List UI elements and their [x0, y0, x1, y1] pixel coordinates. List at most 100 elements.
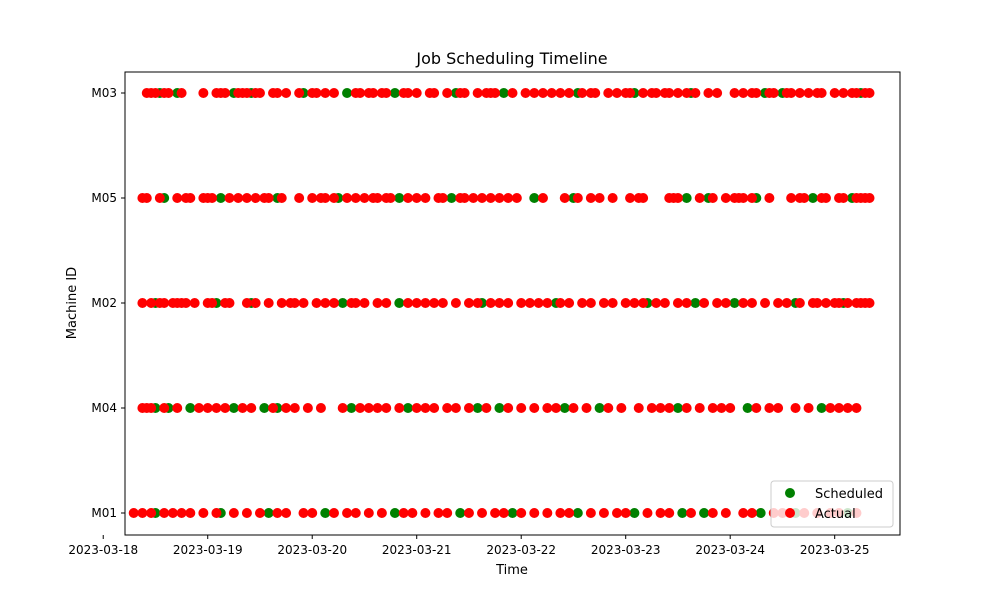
actual-point	[542, 403, 553, 413]
scheduled-point	[389, 88, 400, 98]
scheduled-point	[472, 403, 483, 413]
actual-point	[768, 88, 779, 98]
actual-point	[503, 193, 514, 203]
actual-point	[263, 193, 274, 203]
actual-point	[838, 88, 849, 98]
actual-point	[372, 403, 383, 413]
scheduled-point	[572, 508, 583, 518]
actual-point	[773, 298, 784, 308]
actual-point	[551, 403, 562, 413]
actual-point	[503, 403, 514, 413]
actual-point	[864, 193, 875, 203]
scheduled-point	[681, 193, 692, 203]
actual-point	[585, 298, 596, 308]
y-tick-label: M03	[91, 86, 117, 100]
actual-point	[350, 508, 361, 518]
actual-point	[603, 88, 614, 98]
actual-point	[672, 193, 683, 203]
actual-point	[272, 88, 283, 98]
actual-point	[720, 298, 731, 308]
actual-point	[646, 403, 657, 413]
y-tick-label: M04	[91, 401, 117, 415]
actual-point	[477, 508, 488, 518]
actual-point	[398, 508, 409, 518]
actual-point	[485, 298, 496, 308]
actual-point	[320, 298, 331, 308]
actual-point	[189, 298, 200, 308]
plot-area	[128, 88, 875, 518]
actual-point	[851, 403, 862, 413]
actual-point	[699, 298, 710, 308]
actual-point	[311, 88, 322, 98]
actual-point	[720, 508, 731, 518]
scheduled-point	[320, 508, 331, 518]
scheduled-point	[446, 193, 457, 203]
actual-point	[477, 193, 488, 203]
actual-point	[276, 298, 287, 308]
actual-point	[520, 88, 531, 98]
actual-point	[681, 298, 692, 308]
x-tick-label: 2023-03-19	[173, 543, 243, 557]
actual-point	[394, 403, 405, 413]
actual-point	[437, 193, 448, 203]
actual-point	[620, 508, 631, 518]
actual-point	[638, 298, 649, 308]
actual-point	[738, 193, 749, 203]
actual-point	[537, 88, 548, 98]
actual-point	[664, 403, 675, 413]
actual-point	[751, 403, 762, 413]
actual-point	[494, 193, 505, 203]
actual-point	[241, 88, 252, 98]
actual-point	[542, 298, 553, 308]
legend-label-actual: Actual	[815, 507, 856, 522]
actual-point	[137, 298, 148, 308]
actual-point	[625, 193, 636, 203]
actual-point	[250, 298, 261, 308]
actual-point	[651, 88, 662, 98]
actual-point	[598, 298, 609, 308]
actual-point	[420, 193, 431, 203]
actual-point	[760, 298, 771, 308]
actual-point	[320, 88, 331, 98]
y-tick-label: M02	[91, 296, 117, 310]
actual-point	[585, 193, 596, 203]
actual-point	[442, 403, 453, 413]
actual-point	[241, 298, 252, 308]
actual-point	[820, 193, 831, 203]
actual-point	[490, 508, 501, 518]
actual-point	[607, 193, 618, 203]
actual-point	[281, 88, 292, 98]
actual-point	[429, 403, 440, 413]
actual-point	[211, 508, 222, 518]
x-tick-label: 2023-03-20	[277, 543, 347, 557]
actual-point	[834, 298, 845, 308]
actual-point	[159, 403, 170, 413]
actual-point	[655, 403, 666, 413]
actual-point	[276, 193, 287, 203]
actual-point	[564, 298, 575, 308]
actual-point	[529, 508, 540, 518]
actual-point	[537, 193, 548, 203]
actual-point	[686, 508, 697, 518]
actual-point	[442, 88, 453, 98]
actual-point	[228, 508, 239, 518]
scheduled-point	[185, 403, 196, 413]
x-tick-label: 2023-03-18	[68, 543, 138, 557]
actual-point	[233, 193, 244, 203]
actual-point	[246, 403, 257, 413]
actual-point	[834, 403, 845, 413]
actual-point	[281, 403, 292, 413]
actual-point	[281, 508, 292, 518]
x-tick-label: 2023-03-25	[800, 543, 870, 557]
actual-point	[786, 193, 797, 203]
actual-point	[328, 298, 339, 308]
actual-point	[207, 193, 218, 203]
actual-point	[450, 298, 461, 308]
actual-point	[328, 508, 339, 518]
actual-point	[503, 298, 514, 308]
actual-point	[564, 88, 575, 98]
actual-point	[555, 508, 566, 518]
actual-point	[381, 298, 392, 308]
scheduled-point	[263, 508, 274, 518]
